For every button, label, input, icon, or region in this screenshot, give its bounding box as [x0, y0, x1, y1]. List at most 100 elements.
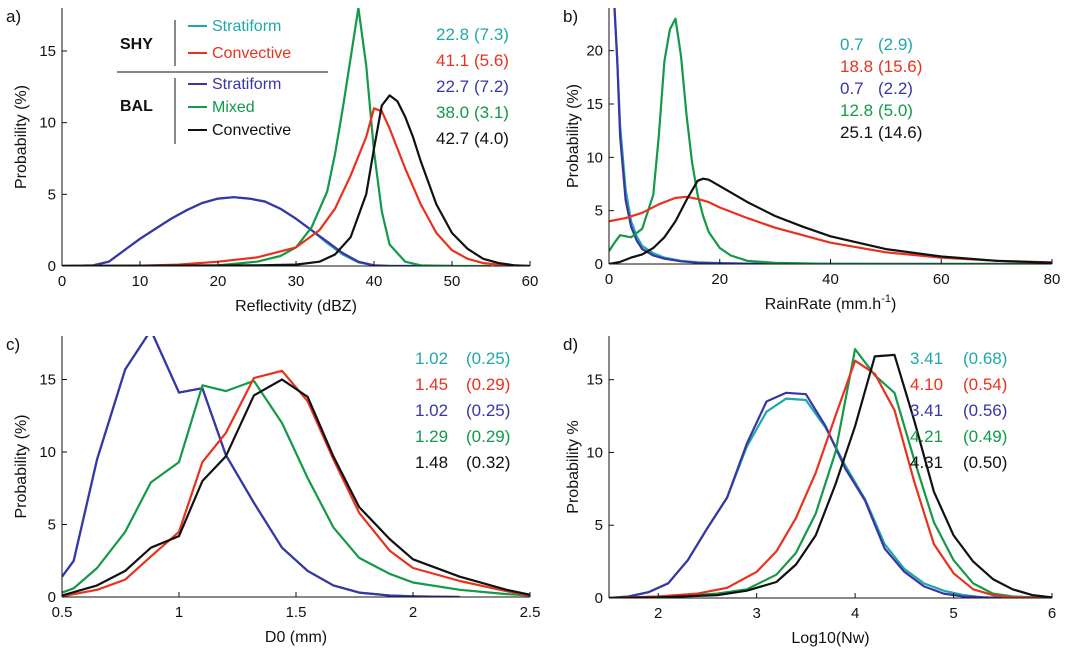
stat-mean-shy_stratiform: 22.8: [436, 25, 469, 44]
x-tick-label: 0: [58, 273, 66, 290]
stat-sd-bal_convective: (4.0): [474, 129, 509, 148]
series-line-bal_mixed: [62, 8, 491, 266]
stat-sd-shy_stratiform: (7.3): [474, 25, 509, 44]
series-lines: [609, 8, 1052, 264]
x-tick-label: 5: [949, 605, 957, 622]
y-tick-label: 0: [48, 258, 56, 275]
stat-sd-shy_stratiform: (0.25): [466, 349, 510, 368]
stat-sd-shy_stratiform: (2.9): [878, 35, 913, 54]
series-line-shy_convective: [62, 107, 530, 266]
stat-mean-bal_mixed: 1.29: [415, 427, 448, 446]
x-axis-label-main: Reflectivity (dBZ): [235, 298, 357, 315]
panel-label: d): [563, 335, 578, 354]
series-lines: [609, 348, 1052, 598]
y-axis-label: Probability %: [565, 420, 582, 513]
panel-b: 0 20 40 60 80 0 5 10 15 20 RainRate (mm.h-1) Probab…: [563, 7, 1060, 313]
y-tick-label: 5: [595, 517, 603, 534]
y-tick-label: 10: [586, 444, 603, 461]
x-tick-label: 3: [752, 605, 760, 622]
x-tick-label: 0: [605, 271, 613, 288]
legend: SHY Stratiform Convective BAL Stratiform Mixe…: [117, 18, 328, 144]
stat-mean-shy_convective: 18.8: [840, 57, 873, 76]
stat-sd-shy_convective: (5.6): [474, 51, 509, 70]
y-tick-label: 0: [595, 590, 603, 607]
stat-mean-shy_convective: 1.45: [415, 375, 448, 394]
stat-sd-bal_stratiform: (7.2): [474, 77, 509, 96]
y-axis-label: Probability (%): [565, 84, 582, 188]
x-axis-label: RainRate (mm.h-1): [765, 293, 897, 313]
x-tick-label: 50: [444, 273, 461, 290]
stat-sd-bal_convective: (14.6): [878, 123, 922, 142]
stat-sd-bal_mixed: (0.49): [963, 427, 1007, 446]
x-tick-label: 80: [1044, 271, 1061, 288]
x-axis-label: Reflectivity (dBZ): [235, 298, 357, 315]
stat-mean-bal_mixed: 38.0: [436, 103, 469, 122]
stat-mean-bal_stratiform: 22.7: [436, 77, 469, 96]
stat-mean-bal_convective: 1.48: [415, 453, 448, 472]
stat-sd-bal_mixed: (5.0): [878, 101, 913, 120]
stat-mean-bal_stratiform: 1.02: [415, 401, 448, 420]
x-tick-label: 4: [851, 605, 859, 622]
y-tick-label: 15: [39, 372, 56, 389]
legend-label-bal_stratiform: Stratiform: [212, 76, 281, 93]
stat-sd-bal_mixed: (3.1): [474, 103, 509, 122]
stat-sd-bal_stratiform: (2.2): [878, 79, 913, 98]
x-axis-label-sup: -1: [881, 293, 891, 305]
series-line-bal_stratiform: [62, 336, 460, 597]
stat-sd-shy_convective: (0.29): [466, 375, 510, 394]
legend-label-bal_mixed: Mixed: [212, 99, 255, 116]
x-axis-label: Log10(Nw): [791, 630, 869, 647]
x-tick-label: 20: [210, 273, 227, 290]
legend-group-bal: BAL: [120, 98, 153, 115]
series-line-shy_stratiform: [62, 336, 460, 597]
x-tick-label: 2.5: [520, 604, 541, 621]
stat-mean-bal_mixed: 12.8: [840, 101, 873, 120]
stat-mean-bal_convective: 42.7: [436, 129, 469, 148]
series-line-bal_stratiform: [62, 196, 452, 266]
y-tick-label: 0: [48, 589, 56, 606]
series-line-bal_convective: [609, 353, 1052, 598]
x-tick-label: 30: [288, 273, 305, 290]
series-line-shy_convective: [609, 359, 1052, 598]
panel-a: 0 10 20 30 40 50 60 0 5 10 15 Reflectivity (dBZ) Pro…: [6, 7, 538, 315]
series-line-bal_convective: [62, 378, 530, 597]
stat-sd-shy_convective: (0.54): [963, 375, 1007, 394]
x-tick-label: 2: [654, 605, 662, 622]
stat-mean-shy_stratiform: 0.7: [840, 35, 864, 54]
series-lines: [62, 8, 530, 266]
stat-mean-bal_stratiform: 3.41: [910, 401, 943, 420]
stat-mean-bal_mixed: 4.21: [910, 427, 943, 446]
stat-sd-shy_convective: (15.6): [878, 57, 922, 76]
y-tick-label: 5: [595, 203, 603, 220]
y-tick-label: 15: [39, 43, 56, 60]
x-tick-label: 6: [1048, 605, 1056, 622]
stat-mean-shy_convective: 4.10: [910, 375, 943, 394]
panel-d: 2 3 4 5 6 0 5 10 15 Log10(Nw) Probability % d) 3.41 (…: [563, 335, 1056, 647]
y-tick-label: 15: [586, 96, 603, 113]
series-line-shy_convective: [609, 195, 1052, 264]
stat-mean-bal_convective: 4.31: [910, 453, 943, 472]
x-tick-label: 40: [366, 273, 383, 290]
x-tick-label: 1: [175, 604, 183, 621]
series-line-shy_stratiform: [609, 397, 1003, 598]
x-tick-label: 0.5: [52, 604, 73, 621]
x-axis-label-main: Log10(Nw): [791, 630, 869, 647]
series-line-bal_mixed: [609, 17, 1052, 264]
series-line-bal_stratiform: [609, 391, 1003, 598]
stat-mean-bal_stratiform: 0.7: [840, 79, 864, 98]
series-line-bal_mixed: [609, 348, 1052, 598]
stat-mean-bal_convective: 25.1: [840, 123, 873, 142]
legend-group-shy: SHY: [120, 36, 153, 53]
x-tick-label: 60: [933, 271, 950, 288]
x-tick-label: 10: [132, 273, 149, 290]
y-tick-label: 10: [586, 149, 603, 166]
series-line-shy_convective: [62, 369, 530, 597]
stat-sd-bal_stratiform: (0.56): [963, 401, 1007, 420]
series-line-bal_convective: [609, 177, 1052, 264]
y-tick-label: 10: [39, 444, 56, 461]
x-tick-label: 2: [409, 604, 417, 621]
x-tick-label: 40: [822, 271, 839, 288]
series-line-bal_mixed: [62, 379, 530, 597]
x-tick-label: 1.5: [286, 604, 307, 621]
